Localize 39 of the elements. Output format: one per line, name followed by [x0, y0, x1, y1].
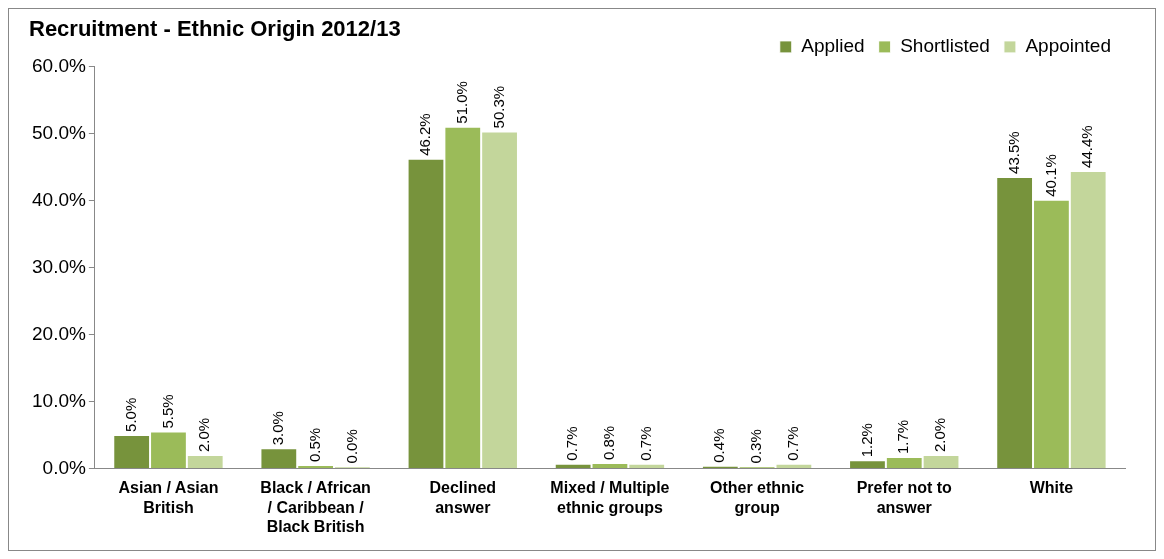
data-label: 0.7%: [784, 426, 802, 461]
data-label: 5.5%: [158, 394, 176, 429]
chart-title: Recruitment - Ethnic Origin 2012/13: [29, 16, 401, 42]
data-label: 46.2%: [416, 113, 434, 156]
y-tick-label: 50.0%: [32, 121, 86, 143]
data-label: 1.2%: [857, 423, 875, 458]
data-label: 0.8%: [600, 425, 618, 461]
data-label: 0.0%: [342, 429, 360, 464]
legend-label: Applied: [801, 35, 865, 57]
data-label: 51.0%: [452, 81, 470, 124]
x-tick-label: White: [1029, 479, 1074, 497]
x-tick-label: Other ethnic group: [709, 479, 805, 516]
data-label: 0.7%: [563, 426, 581, 461]
y-tick-label: 0.0%: [42, 456, 86, 478]
data-label: 1.7%: [894, 419, 912, 455]
y-tick-label: 40.0%: [32, 188, 86, 210]
data-label: 43.5%: [1004, 131, 1022, 174]
legend-label: Appointed: [1025, 35, 1111, 57]
y-tick-label: 10.0%: [32, 389, 86, 411]
y-tick-label: 20.0%: [32, 322, 86, 344]
x-tick-label: Prefer not to answer: [856, 479, 953, 516]
data-label: 44.4%: [1078, 125, 1096, 168]
data-label: 40.1%: [1041, 154, 1059, 197]
data-label: 0.5%: [305, 427, 323, 463]
data-label: 2.0%: [931, 417, 949, 452]
data-label: 3.0%: [268, 411, 286, 446]
x-tick-label: Mixed / Multiple ethnic groups: [550, 479, 670, 516]
data-label: 0.3%: [747, 429, 765, 464]
data-label: 0.4%: [710, 428, 728, 463]
data-label: 0.7%: [636, 426, 654, 461]
legend-label: Shortlisted: [900, 35, 990, 57]
y-tick-label: 60.0%: [32, 54, 86, 76]
data-label: 50.3%: [489, 85, 507, 129]
data-label: 5.0%: [121, 397, 139, 432]
x-tick-label: Asian / Asian British: [118, 479, 219, 516]
y-tick-label: 30.0%: [32, 255, 86, 277]
data-label: 2.0%: [195, 417, 213, 452]
x-tick-label: Declined answer: [429, 479, 497, 516]
x-tick-label: Black / African / Caribbean / Black British: [260, 479, 371, 535]
